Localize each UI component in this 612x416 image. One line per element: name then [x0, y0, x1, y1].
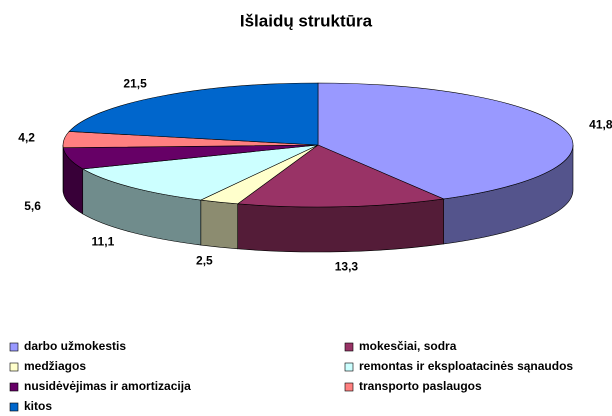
legend-swatch: [344, 382, 354, 392]
data-label: 13,3: [335, 259, 359, 273]
legend-label: medžiagos: [24, 359, 86, 373]
data-label: 11,1: [92, 235, 115, 249]
slice: [68, 82, 319, 146]
legend-label: remontas ir eksploatacinės sąnaudos: [359, 359, 573, 373]
legend-label: nusidėvėjimas ir amortizacija: [24, 379, 191, 393]
data-label: 41,8: [589, 117, 612, 131]
legend-swatch: [9, 402, 19, 412]
legend-label: transporto paslaugos: [359, 379, 482, 393]
legend-swatch: [9, 382, 19, 392]
legend-swatch: [9, 342, 19, 352]
chart-title: Išlaidų struktūra: [240, 11, 373, 30]
legend-swatch: [9, 362, 19, 372]
legend-swatch: [344, 342, 354, 352]
slice: [236, 144, 445, 208]
slice-side: [200, 199, 238, 250]
data-label: 4,2: [18, 130, 35, 144]
legend-label: kitos: [24, 399, 52, 413]
slice: [317, 82, 574, 200]
data-label: 2,5: [196, 254, 213, 268]
legend-swatch: [344, 362, 354, 372]
slice: [81, 144, 319, 201]
data-label: 5,6: [24, 199, 41, 213]
legend-label: darbo užmokestis: [24, 339, 126, 353]
legend-label: mokesčiai, sodra: [359, 339, 457, 353]
data-label: 21,5: [123, 77, 147, 91]
